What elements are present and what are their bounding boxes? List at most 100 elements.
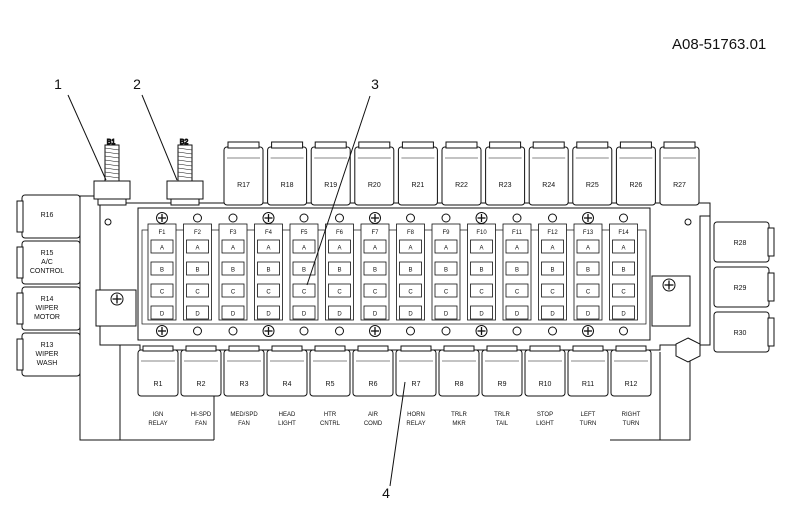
relay-function-line: CNTRL bbox=[320, 421, 341, 427]
fuse-f10: F10 A B C D bbox=[467, 212, 496, 337]
fuse-f14: F14 A B C D bbox=[609, 213, 638, 336]
relay-r11: R11 LEFT TURN bbox=[567, 345, 609, 427]
callout-number: 3 bbox=[371, 76, 379, 92]
left-relay-column: R16 R15 A/C CONTROL R14 WIPER MOTOR R13 WIPER WAS… bbox=[16, 194, 81, 377]
callout-3: 3 bbox=[306, 76, 379, 286]
relay-label: R22 bbox=[455, 182, 468, 189]
relay-function-line: HEAD bbox=[279, 412, 296, 418]
stud-label: B2 bbox=[180, 139, 189, 146]
socket-hole bbox=[512, 326, 522, 336]
fuse-f9: F9 A B C D bbox=[431, 213, 461, 336]
fuse-slot bbox=[292, 239, 316, 254]
fuse-slot bbox=[328, 239, 351, 254]
relay-r27: R27 bbox=[659, 141, 700, 206]
mount-hole bbox=[104, 218, 112, 226]
fuse-f5: F5 A B C D bbox=[289, 213, 319, 336]
relay-label-line: WIPER bbox=[36, 351, 59, 358]
stud-b2: B2 bbox=[166, 139, 204, 206]
relay-function-line: STOP bbox=[537, 412, 553, 418]
fuse-slot-label: A bbox=[373, 246, 377, 252]
fuse-slot-label: D bbox=[550, 312, 555, 318]
fuse-slot-label: B bbox=[337, 268, 341, 274]
fuse-slot bbox=[612, 261, 635, 276]
fuse-slot bbox=[434, 261, 458, 276]
callout-2: 2 bbox=[133, 76, 178, 181]
fuse-slot bbox=[363, 261, 387, 276]
fuse-slot-label: B bbox=[231, 268, 235, 274]
relay-label: R5 bbox=[326, 381, 335, 388]
callout-number: 1 bbox=[54, 76, 62, 92]
socket-hole bbox=[335, 326, 344, 336]
fuse-slot bbox=[505, 261, 529, 276]
fuse-slot bbox=[470, 261, 493, 276]
fuse-slot-label: B bbox=[160, 268, 164, 274]
fuse-slot bbox=[150, 305, 174, 320]
right-relay-column: R28 R29 R30 bbox=[713, 221, 775, 353]
fuse-slot-label: B bbox=[195, 268, 199, 274]
fuse-slot-label: A bbox=[479, 246, 483, 252]
fuse-label: F8 bbox=[407, 230, 415, 236]
socket-hole bbox=[441, 326, 451, 336]
relay-r23: R23 bbox=[485, 141, 526, 206]
fuse-slot-label: A bbox=[550, 246, 554, 252]
fuse-slot-label: C bbox=[302, 290, 307, 296]
fuse-slot bbox=[576, 305, 600, 320]
fuse-slot-label: D bbox=[302, 312, 307, 318]
fuse-slot-label: D bbox=[160, 312, 165, 318]
fuse-slot bbox=[363, 239, 387, 254]
fuse-slot-label: B bbox=[621, 268, 625, 274]
fuse-slot bbox=[612, 239, 635, 254]
fuse-slot-label: A bbox=[444, 246, 448, 252]
relay-label: R17 bbox=[237, 182, 250, 189]
fuse-slot bbox=[257, 261, 280, 276]
fuse-label: F5 bbox=[300, 230, 308, 236]
socket-hole bbox=[193, 213, 202, 223]
fuse-slot-label: A bbox=[586, 246, 590, 252]
fuse-slot bbox=[257, 239, 280, 254]
fuse-slot-label: D bbox=[266, 312, 271, 318]
fuse-slot-label: A bbox=[302, 246, 306, 252]
fuse-slot bbox=[470, 283, 493, 298]
hex-nut bbox=[675, 337, 701, 363]
fuse-f13: F13 A B C D bbox=[573, 212, 603, 337]
fuse-label: F14 bbox=[618, 230, 629, 236]
relay-r26: R26 bbox=[615, 141, 656, 206]
relay-label: R29 bbox=[734, 285, 747, 292]
fuse-slot bbox=[541, 261, 564, 276]
fuse-slot-label: C bbox=[550, 290, 555, 296]
relay-label-line: WIPER bbox=[36, 305, 59, 312]
relay-r3: R3 MED/SPD FAN bbox=[223, 345, 265, 427]
relay-r14: R14 WIPER MOTOR bbox=[16, 286, 81, 331]
relay-r9: R9 TRLR TAIL bbox=[481, 345, 523, 427]
fuse-slot-label: B bbox=[515, 268, 519, 274]
fuse-slot-label: C bbox=[621, 290, 626, 296]
fuse-slot-label: B bbox=[302, 268, 306, 274]
relay-function-line: AIR bbox=[368, 412, 379, 418]
fuse-slot-label: C bbox=[444, 290, 449, 296]
fuse-slot bbox=[328, 261, 351, 276]
relay-label-line: WASH bbox=[37, 360, 58, 367]
fuse-f1: F1 A B C D bbox=[147, 212, 177, 337]
fuse-slot bbox=[150, 261, 174, 276]
relay-label: R30 bbox=[734, 330, 747, 337]
relay-label: R2 bbox=[197, 381, 206, 388]
fuse-slot bbox=[292, 261, 316, 276]
fuse-slot bbox=[221, 261, 245, 276]
fuse-slot bbox=[576, 283, 600, 298]
relay-r4: R4 HEAD LIGHT bbox=[266, 345, 308, 427]
relay-function-line: RELAY bbox=[406, 421, 425, 427]
relay-label: R6 bbox=[369, 381, 378, 388]
relay-label-line: R15 bbox=[41, 250, 54, 257]
stud-label: B1 bbox=[107, 139, 116, 146]
fuse-slot bbox=[186, 305, 209, 320]
fuse-slot bbox=[399, 261, 422, 276]
fuse-slot bbox=[399, 283, 422, 298]
fuse-slot-label: C bbox=[160, 290, 165, 296]
socket-hole bbox=[619, 213, 628, 223]
leader-line bbox=[67, 94, 107, 181]
callout-1: 1 bbox=[54, 76, 107, 181]
relay-function-line: FAN bbox=[238, 421, 250, 427]
fuse-block-inner bbox=[141, 229, 647, 325]
relay-label-line: A/C bbox=[41, 259, 53, 266]
